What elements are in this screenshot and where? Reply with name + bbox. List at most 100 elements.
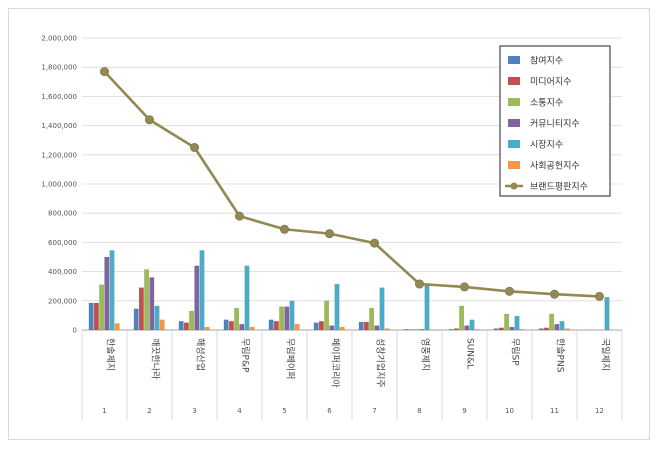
category-label: 국일제지 [600, 338, 611, 371]
y-tick-label: 2,000,000 [41, 35, 77, 43]
bar [493, 328, 499, 331]
category-number: 7 [372, 407, 376, 415]
bar [414, 329, 420, 331]
bar [363, 321, 369, 331]
category-label: 한솔제지 [105, 338, 116, 371]
legend-swatch [508, 56, 520, 64]
bar [538, 328, 544, 331]
legend-label: 커뮤니티지수 [530, 119, 580, 130]
category-label: 깨끗한나라 [150, 338, 162, 380]
category-number: 11 [550, 407, 559, 415]
bar [474, 329, 480, 331]
y-tick-label: 400,000 [48, 268, 77, 276]
legend-label: 미디어지수 [530, 77, 571, 88]
brand-index-point [459, 282, 469, 292]
category-label: 무림페이퍼 [285, 338, 297, 379]
bar [133, 308, 139, 331]
bar [154, 305, 160, 331]
bar [324, 300, 330, 331]
legend-label: 소통지수 [530, 98, 563, 109]
y-tick-label: 200,000 [48, 297, 77, 305]
legend-marker [510, 182, 518, 190]
bar [284, 306, 290, 331]
category-label: 성창기업지주 [375, 338, 386, 388]
bar [604, 296, 610, 331]
bar [273, 321, 279, 331]
bar [194, 265, 200, 331]
brand-index-point [549, 289, 559, 299]
bar [268, 319, 274, 331]
brand-index-point [369, 238, 379, 248]
legend-swatch [508, 98, 520, 106]
bar [318, 321, 324, 331]
category-label: 무림P&P [240, 338, 252, 373]
category-number: 6 [327, 407, 332, 415]
bar [199, 250, 205, 331]
bar [178, 321, 184, 331]
legend-swatch [508, 140, 520, 148]
bar [99, 284, 105, 331]
legend-label: 사회공헌지수 [530, 161, 580, 172]
brand-index-point [100, 67, 110, 77]
category-number: 8 [417, 407, 421, 415]
bar [564, 328, 570, 331]
bar [369, 307, 375, 331]
bar [459, 305, 465, 331]
bar [249, 326, 255, 331]
bar [358, 321, 364, 331]
bar [424, 285, 430, 331]
brand-index-point [594, 291, 604, 301]
brand-index-point [414, 279, 424, 289]
bar [384, 328, 390, 331]
brand-index-point [504, 286, 514, 296]
legend-label: 브랜드평판지수 [530, 182, 588, 193]
y-tick-label: 1,200,000 [41, 151, 77, 159]
category-number: 4 [237, 407, 242, 415]
brand-index-line [103, 70, 600, 298]
bar [559, 321, 565, 331]
bar [549, 313, 555, 331]
legend-swatch [508, 161, 520, 169]
category-label: 해성산업 [195, 338, 206, 371]
category-number: 10 [505, 407, 514, 415]
brand-index-point [235, 211, 245, 221]
y-tick-label: 0 [73, 327, 77, 335]
y-tick-label: 1,800,000 [41, 64, 77, 72]
legend-swatch [508, 77, 520, 85]
bar [329, 325, 335, 331]
bar [144, 269, 150, 331]
bar [448, 329, 454, 331]
bar [554, 324, 560, 331]
bar [244, 265, 250, 331]
bar [453, 328, 459, 331]
legend-label: 참여지수 [530, 55, 563, 67]
bar [93, 302, 99, 331]
bar [204, 326, 210, 331]
category-label: 페이퍼코리아 [330, 338, 341, 388]
bar [339, 326, 345, 331]
category-number: 9 [462, 407, 466, 415]
y-tick-label: 1,000,000 [41, 181, 77, 189]
bar [313, 322, 319, 331]
bar [183, 322, 189, 331]
bar [88, 302, 94, 331]
bar [289, 300, 295, 331]
category-label: SUN&L [465, 338, 475, 369]
bar [279, 306, 285, 331]
bar [464, 325, 470, 331]
bar [469, 319, 475, 331]
bar [294, 324, 300, 331]
bar [109, 250, 115, 331]
brand-index-point [324, 229, 334, 239]
bar [189, 310, 195, 331]
bar [234, 307, 240, 331]
brand-index-point [145, 115, 155, 125]
category-label: 한솔PNS [555, 338, 566, 373]
bar [403, 329, 409, 331]
category-number: 1 [102, 407, 106, 415]
bar [504, 313, 510, 331]
bar [104, 256, 110, 331]
brand-index-point [279, 224, 289, 234]
bar [543, 327, 549, 331]
